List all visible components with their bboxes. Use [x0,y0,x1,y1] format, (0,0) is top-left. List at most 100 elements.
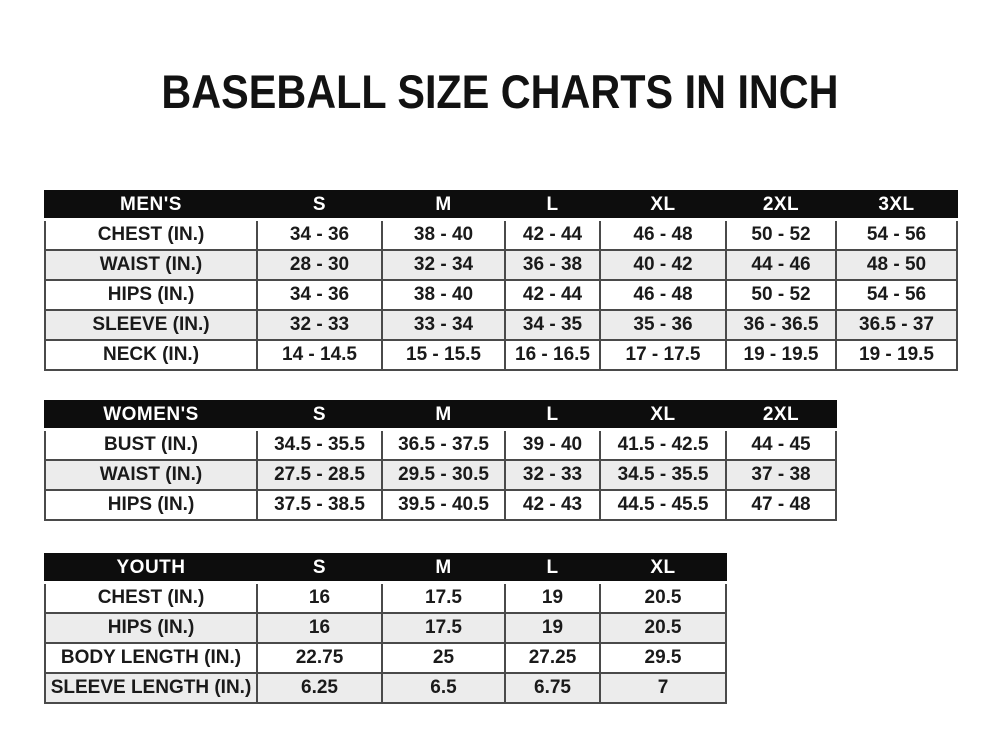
mens-table-row: CHEST (IN.) 34 - 36 38 - 40 42 - 44 46 - 48 5… [44,218,958,251]
youth-value-cell: 29.5 [599,642,727,674]
youth-value-cell: 25 [381,642,506,674]
mens-size-header: S [256,190,383,221]
youth-value-cell: 16 [256,581,383,614]
youth-table-title: YOUTH [44,553,258,584]
page-title: BASEBALL SIZE CHARTS IN INCH [161,65,839,118]
youth-value-cell: 20.5 [599,581,727,614]
womens-row-label: WAIST (IN.) [44,459,258,491]
youth-value-cell: 19 [504,612,601,644]
mens-value-cell: 34 - 36 [256,279,383,311]
mens-size-table: MEN'S S M L XL 2XL 3XL CHEST (IN.) 34 - 36 38 - 4… [44,190,958,371]
mens-table-row: WAIST (IN.) 28 - 30 32 - 34 36 - 38 40 - 42 4… [44,249,958,281]
youth-value-cell: 6.5 [381,672,506,704]
mens-value-cell: 15 - 15.5 [381,339,506,371]
womens-value-cell: 37 - 38 [725,459,837,491]
womens-value-cell: 34.5 - 35.5 [599,459,727,491]
womens-size-table: WOMEN'S S M L XL 2XL BUST (IN.) 34.5 - 35.5 36.5… [44,400,837,521]
womens-value-cell: 27.5 - 28.5 [256,459,383,491]
youth-table-row: HIPS (IN.) 16 17.5 19 20.5 [44,612,727,644]
mens-value-cell: 19 - 19.5 [835,339,958,371]
womens-value-cell: 36.5 - 37.5 [381,428,506,461]
mens-value-cell: 34 - 36 [256,218,383,251]
youth-row-label: BODY LENGTH (IN.) [44,642,258,674]
mens-value-cell: 50 - 52 [725,279,837,311]
womens-value-cell: 44 - 45 [725,428,837,461]
womens-value-cell: 34.5 - 35.5 [256,428,383,461]
mens-value-cell: 38 - 40 [381,279,506,311]
youth-size-header: S [256,553,383,584]
youth-size-header: XL [599,553,727,584]
mens-value-cell: 48 - 50 [835,249,958,281]
womens-table-row: BUST (IN.) 34.5 - 35.5 36.5 - 37.5 39 - 40 4… [44,428,837,461]
womens-value-cell: 44.5 - 45.5 [599,489,727,521]
youth-header-row: YOUTH S M L XL [44,553,727,584]
mens-value-cell: 46 - 48 [599,218,727,251]
womens-row-label: HIPS (IN.) [44,489,258,521]
mens-value-cell: 32 - 33 [256,309,383,341]
mens-value-cell: 17 - 17.5 [599,339,727,371]
womens-value-cell: 42 - 43 [504,489,601,521]
mens-row-label: NECK (IN.) [44,339,258,371]
mens-value-cell: 42 - 44 [504,218,601,251]
womens-header-row: WOMEN'S S M L XL 2XL [44,400,837,431]
youth-row-label: CHEST (IN.) [44,581,258,614]
mens-value-cell: 28 - 30 [256,249,383,281]
mens-row-label: CHEST (IN.) [44,218,258,251]
womens-value-cell: 32 - 33 [504,459,601,491]
youth-size-header: L [504,553,601,584]
mens-size-header: XL [599,190,727,221]
youth-value-cell: 19 [504,581,601,614]
youth-value-cell: 20.5 [599,612,727,644]
youth-row-label: HIPS (IN.) [44,612,258,644]
mens-header-row: MEN'S S M L XL 2XL 3XL [44,190,958,221]
mens-size-header: L [504,190,601,221]
youth-value-cell: 16 [256,612,383,644]
mens-size-header: 3XL [835,190,958,221]
womens-table-title: WOMEN'S [44,400,258,431]
womens-size-header: 2XL [725,400,837,431]
mens-value-cell: 33 - 34 [381,309,506,341]
youth-value-cell: 7 [599,672,727,704]
womens-value-cell: 39 - 40 [504,428,601,461]
womens-value-cell: 39.5 - 40.5 [381,489,506,521]
youth-table-row: SLEEVE LENGTH (IN.) 6.25 6.5 6.75 7 [44,672,727,704]
mens-row-label: HIPS (IN.) [44,279,258,311]
womens-table-row: WAIST (IN.) 27.5 - 28.5 29.5 - 30.5 32 - 33… [44,459,837,491]
womens-size-header: L [504,400,601,431]
mens-size-header: M [381,190,506,221]
mens-size-header: 2XL [725,190,837,221]
womens-size-header: S [256,400,383,431]
mens-value-cell: 36.5 - 37 [835,309,958,341]
mens-value-cell: 42 - 44 [504,279,601,311]
mens-value-cell: 19 - 19.5 [725,339,837,371]
youth-size-table: YOUTH S M L XL CHEST (IN.) 16 17.5 19 20.5 HIPS (I… [44,553,727,704]
mens-table-row: SLEEVE (IN.) 32 - 33 33 - 34 34 - 35 35 - 36… [44,309,958,341]
womens-row-label: BUST (IN.) [44,428,258,461]
womens-value-cell: 41.5 - 42.5 [599,428,727,461]
youth-row-label: SLEEVE LENGTH (IN.) [44,672,258,704]
womens-value-cell: 37.5 - 38.5 [256,489,383,521]
womens-table-row: HIPS (IN.) 37.5 - 38.5 39.5 - 40.5 42 - 43 4… [44,489,837,521]
womens-value-cell: 47 - 48 [725,489,837,521]
mens-value-cell: 44 - 46 [725,249,837,281]
mens-value-cell: 38 - 40 [381,218,506,251]
mens-value-cell: 54 - 56 [835,279,958,311]
youth-value-cell: 27.25 [504,642,601,674]
mens-value-cell: 36 - 36.5 [725,309,837,341]
womens-size-header: XL [599,400,727,431]
youth-value-cell: 22.75 [256,642,383,674]
mens-table-title: MEN'S [44,190,258,221]
youth-value-cell: 6.75 [504,672,601,704]
mens-value-cell: 50 - 52 [725,218,837,251]
mens-row-label: SLEEVE (IN.) [44,309,258,341]
mens-value-cell: 36 - 38 [504,249,601,281]
womens-value-cell: 29.5 - 30.5 [381,459,506,491]
mens-value-cell: 32 - 34 [381,249,506,281]
mens-table-row: NECK (IN.) 14 - 14.5 15 - 15.5 16 - 16.5 17 … [44,339,958,371]
youth-value-cell: 6.25 [256,672,383,704]
mens-table-row: HIPS (IN.) 34 - 36 38 - 40 42 - 44 46 - 48 50… [44,279,958,311]
youth-size-header: M [381,553,506,584]
mens-value-cell: 54 - 56 [835,218,958,251]
youth-table-row: BODY LENGTH (IN.) 22.75 25 27.25 29.5 [44,642,727,674]
